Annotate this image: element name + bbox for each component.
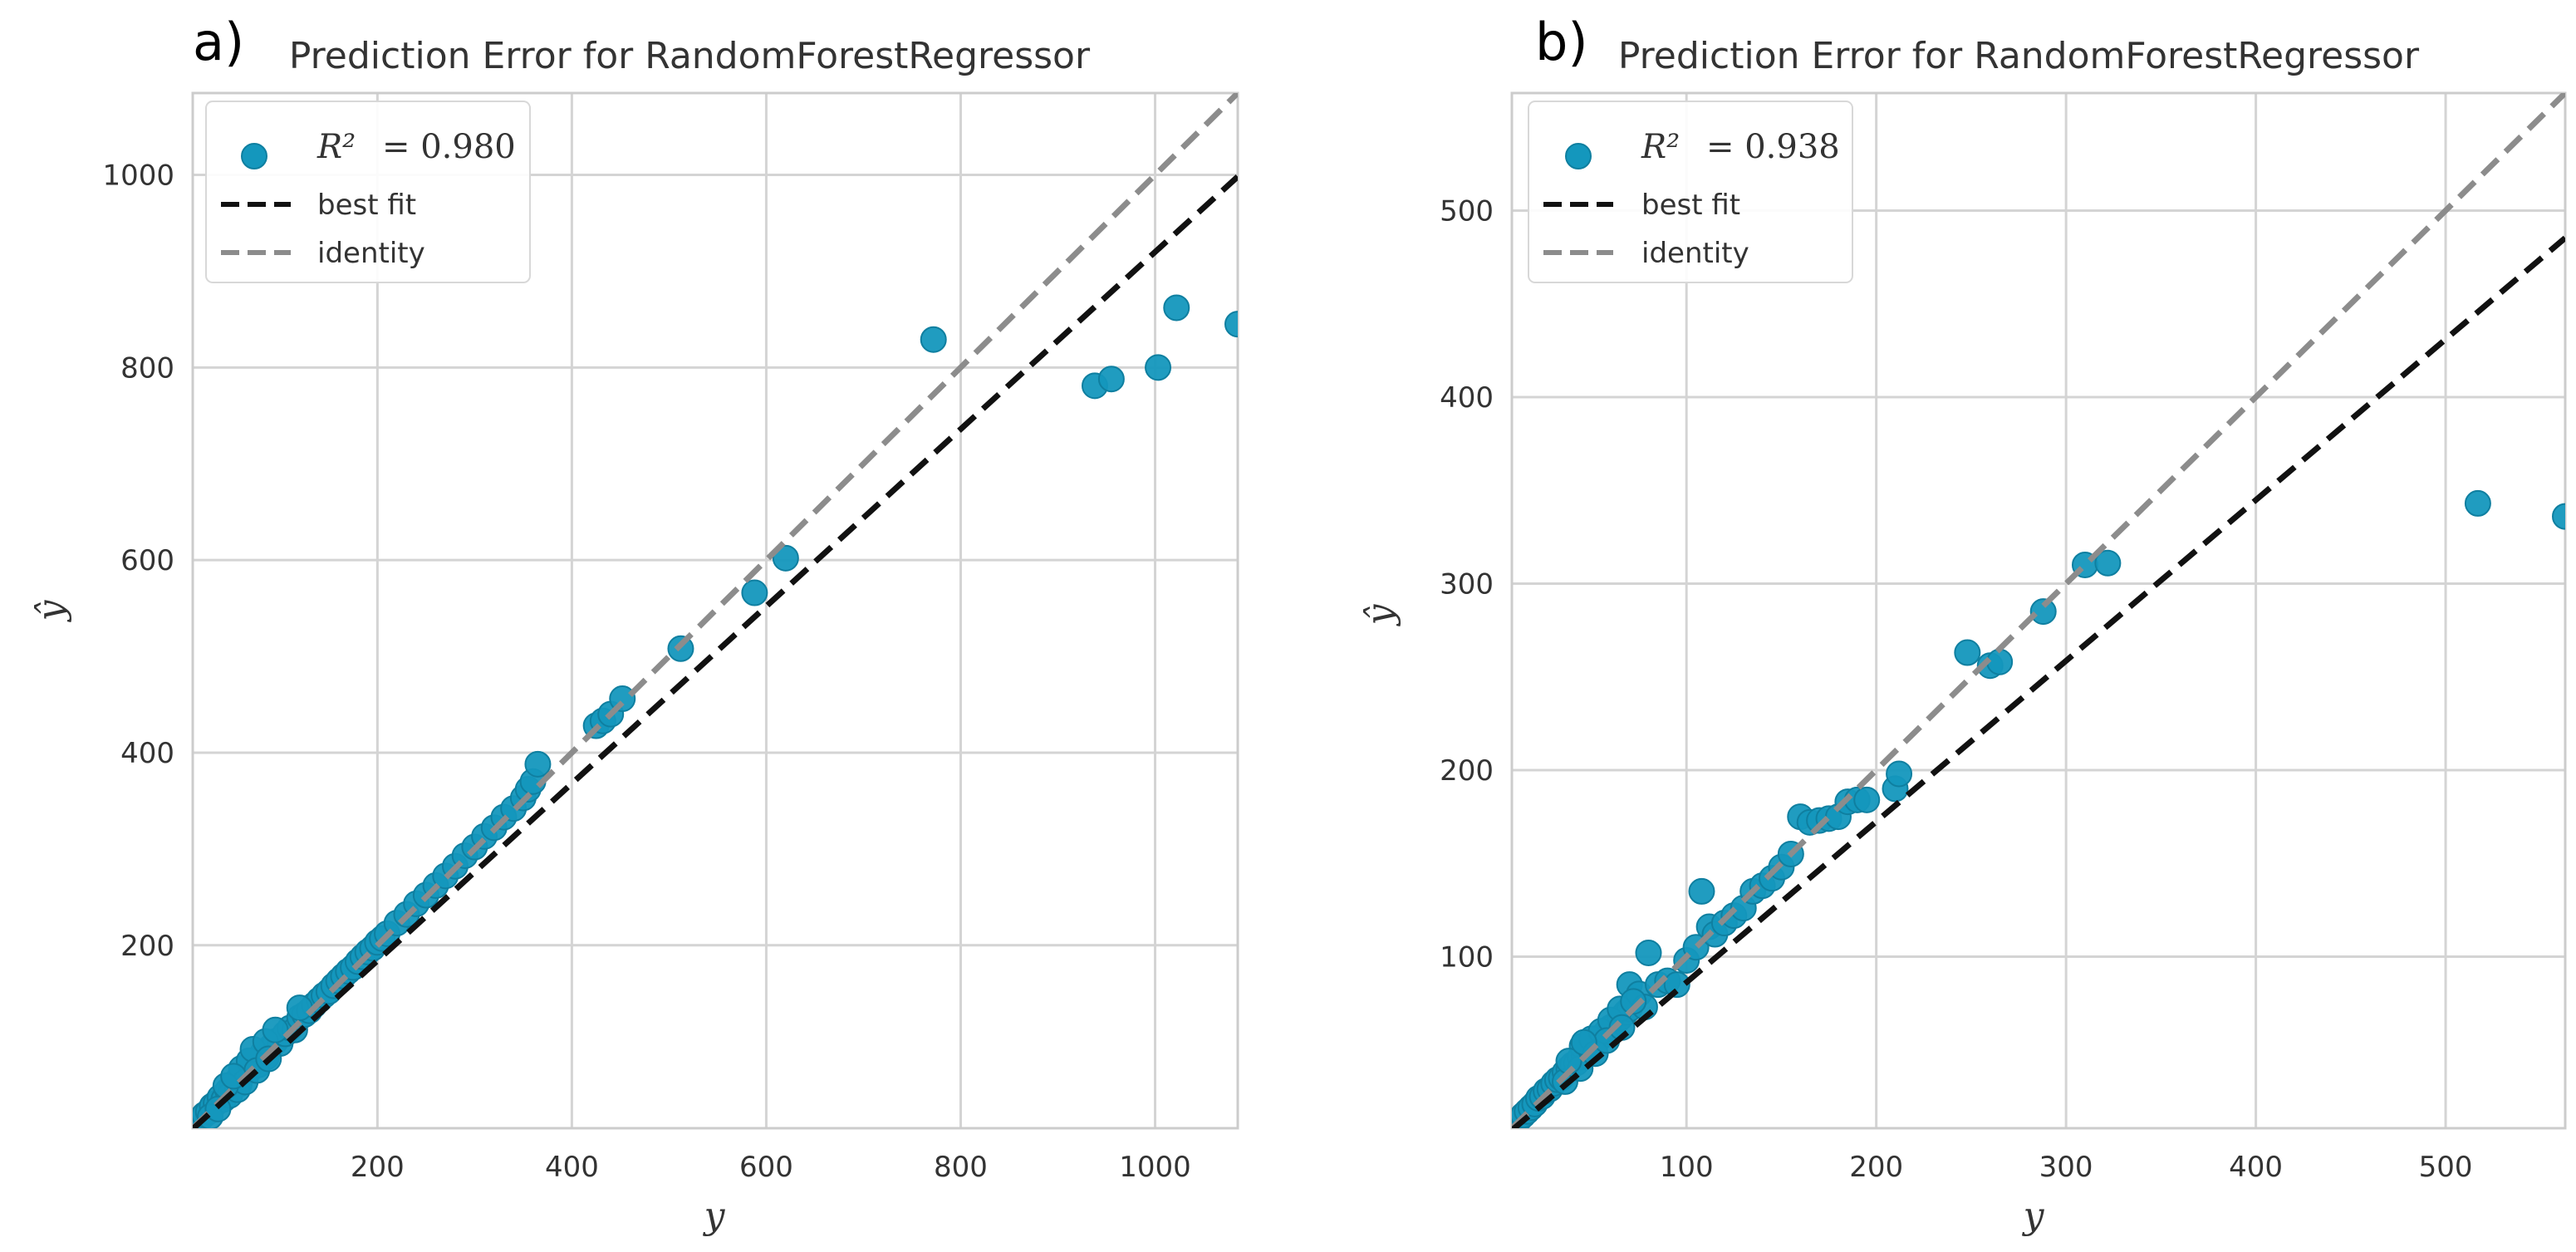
plot-frame [191, 91, 1239, 1130]
data-point [262, 1016, 289, 1043]
chart-title: Prediction Error for RandomForestRegress… [289, 35, 1091, 77]
legend: R² = 0.980 best fit identity [205, 101, 531, 283]
data-point [741, 579, 768, 606]
x-tick-label: 1000 [1119, 1151, 1191, 1184]
scatter-points [1512, 489, 2565, 1128]
data-point [2464, 489, 2491, 517]
y-axis-label: ŷ [1359, 603, 1401, 626]
legend-r2-label: R² [1641, 128, 1680, 166]
data-point [1145, 354, 1172, 381]
data-point [1986, 648, 2014, 675]
y-axis-label: ŷ [30, 599, 72, 622]
data-point [1097, 366, 1125, 393]
legend-r2-value: = 0.980 [382, 128, 516, 166]
y-tick-label: 100 [1440, 940, 1494, 974]
data-point [772, 544, 799, 572]
x-tick-label: 600 [739, 1151, 793, 1184]
panel-label: b) [1535, 12, 1588, 72]
x-tick-label: 200 [1849, 1151, 1903, 1184]
data-point [1635, 939, 1662, 966]
x-tick-label: 300 [2039, 1151, 2093, 1184]
legend-label-best-fit: best fit [1641, 189, 1740, 222]
data-point [1886, 760, 1913, 788]
y-tick-label: 800 [120, 351, 174, 385]
legend-r2-label: R² [316, 128, 356, 166]
x-axis-label: y [703, 1195, 726, 1237]
x-axis-label: y [2022, 1195, 2045, 1237]
data-point [920, 326, 947, 353]
legend-label-identity: identity [317, 237, 425, 270]
plot-frame [1510, 91, 2567, 1130]
x-tick-label: 400 [2229, 1151, 2283, 1184]
x-tick-label: 100 [1660, 1151, 1714, 1184]
x-tick-label: 500 [2419, 1151, 2473, 1184]
data-point [2029, 598, 2057, 626]
chart-panel-a: a) Prediction Error for RandomForestRegr… [30, 12, 1239, 1237]
y-tick-label: 400 [120, 737, 174, 770]
data-point [2094, 549, 2122, 577]
panel-label: a) [193, 12, 244, 72]
chart-panel-b: b) Prediction Error for RandomForestRegr… [1359, 12, 2567, 1237]
legend-label-best-fit: best fit [317, 189, 416, 222]
legend-marker-points [1565, 143, 1592, 169]
y-tick-label: 500 [1440, 194, 1494, 228]
y-tick-label: 200 [120, 930, 174, 963]
y-tick-label: 300 [1440, 567, 1494, 601]
data-point [1163, 294, 1190, 322]
chart-title: Prediction Error for RandomForestRegress… [1618, 35, 2420, 77]
legend-box [1528, 101, 1853, 283]
best-fit-line [1512, 235, 2565, 1128]
legend-marker-points [241, 143, 267, 169]
identity-line [193, 93, 1238, 1128]
y-tick-label: 400 [1440, 381, 1494, 415]
y-tick-label: 1000 [102, 160, 174, 193]
x-tick-label: 400 [545, 1151, 599, 1184]
y-tick-label: 200 [1440, 754, 1494, 788]
data-point [1954, 639, 1981, 666]
legend-box [205, 101, 531, 283]
data-point [1663, 971, 1690, 999]
legend: R² = 0.938 best fit identity [1528, 101, 1853, 283]
data-point [1853, 786, 1881, 813]
y-tick-label: 600 [120, 544, 174, 577]
data-point [1620, 988, 1647, 1015]
legend-r2-value: = 0.938 [1706, 128, 1840, 166]
x-tick-label: 800 [934, 1151, 988, 1184]
data-point [524, 750, 552, 778]
data-point [1688, 877, 1715, 905]
legend-label-identity: identity [1641, 237, 1749, 270]
x-tick-label: 200 [351, 1151, 405, 1184]
best-fit-line [193, 174, 1238, 1128]
data-point [286, 994, 313, 1022]
scatter-points [193, 294, 1238, 1128]
data-point [1224, 311, 1238, 338]
data-point [2552, 503, 2565, 530]
identity-line [1512, 93, 2565, 1128]
